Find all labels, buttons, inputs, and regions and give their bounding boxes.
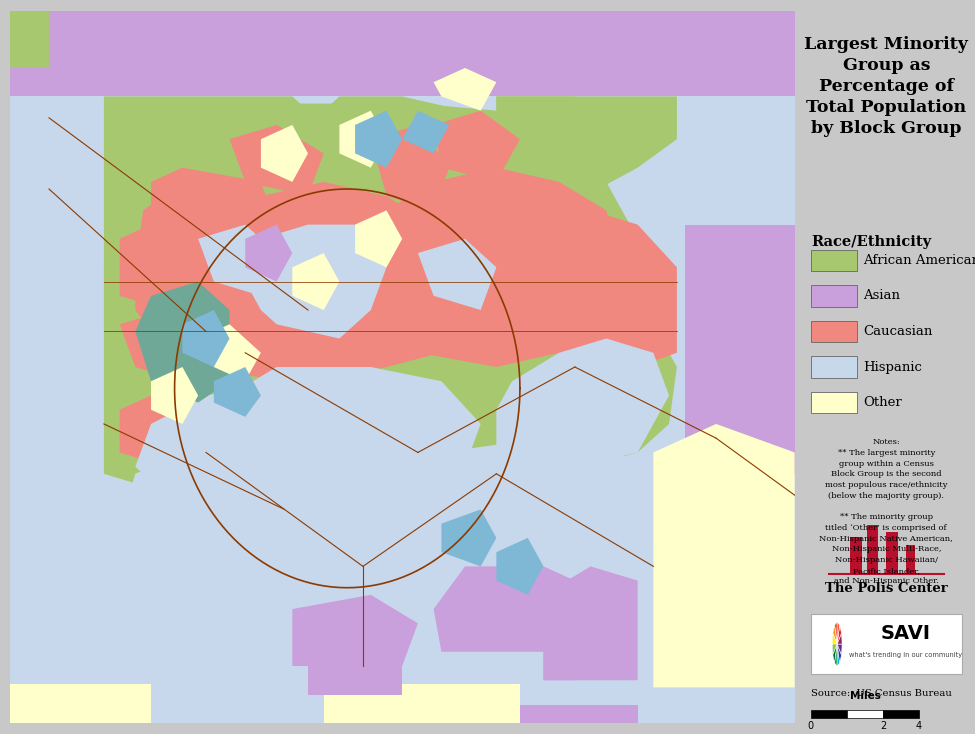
Bar (811, 357, 857, 378)
Bar (886, 532, 898, 573)
Polygon shape (10, 684, 151, 723)
Polygon shape (136, 282, 229, 402)
Polygon shape (449, 310, 677, 474)
Bar (847, 710, 883, 718)
Text: Other: Other (863, 396, 902, 410)
Polygon shape (543, 567, 638, 680)
Polygon shape (214, 367, 261, 417)
Wedge shape (838, 625, 841, 644)
Text: Notes:
** The largest minority
group within a Census
Block Group is the second
m: Notes: ** The largest minority group wit… (819, 438, 954, 586)
Wedge shape (838, 644, 839, 666)
Polygon shape (684, 225, 795, 474)
Polygon shape (277, 239, 355, 310)
Polygon shape (229, 125, 324, 196)
Polygon shape (496, 96, 599, 182)
Polygon shape (120, 396, 182, 467)
Wedge shape (835, 622, 838, 644)
Polygon shape (434, 111, 520, 182)
Polygon shape (434, 567, 575, 680)
Polygon shape (120, 225, 182, 310)
Text: African American: African American (863, 254, 975, 267)
Polygon shape (151, 167, 277, 253)
Polygon shape (442, 509, 496, 567)
Bar (811, 710, 847, 718)
Polygon shape (402, 111, 449, 153)
Text: Race/Ethnicity: Race/Ethnicity (811, 236, 931, 250)
Polygon shape (104, 96, 261, 488)
Polygon shape (496, 96, 677, 211)
Bar (811, 286, 857, 307)
Text: Largest Minority
Group as
Percentage of
Total Population
by Block Group: Largest Minority Group as Percentage of … (804, 36, 968, 137)
Polygon shape (136, 367, 481, 495)
Polygon shape (324, 684, 520, 723)
Polygon shape (434, 68, 496, 111)
Bar (906, 545, 915, 573)
Wedge shape (833, 644, 838, 655)
Bar (811, 250, 857, 271)
Polygon shape (308, 666, 402, 694)
Text: Source:  US Census Bureau: Source: US Census Bureau (811, 688, 952, 698)
Polygon shape (653, 424, 795, 687)
Polygon shape (10, 11, 795, 96)
Text: Asian: Asian (863, 289, 900, 302)
Polygon shape (246, 225, 370, 338)
Polygon shape (198, 225, 277, 296)
Bar (811, 321, 857, 342)
Polygon shape (543, 211, 677, 367)
Polygon shape (120, 296, 229, 474)
Polygon shape (120, 438, 653, 666)
Wedge shape (835, 644, 838, 666)
Polygon shape (370, 167, 622, 367)
Polygon shape (10, 11, 795, 723)
Wedge shape (838, 622, 839, 644)
Polygon shape (10, 11, 49, 68)
Polygon shape (246, 225, 292, 282)
Wedge shape (833, 633, 838, 644)
Polygon shape (182, 182, 465, 381)
Polygon shape (520, 705, 638, 723)
Bar (867, 525, 878, 573)
Wedge shape (833, 644, 838, 663)
Text: Hispanic: Hispanic (863, 360, 922, 374)
Polygon shape (339, 111, 386, 167)
Polygon shape (355, 111, 402, 167)
Polygon shape (182, 310, 229, 367)
Bar (811, 392, 857, 413)
Polygon shape (292, 595, 418, 666)
Wedge shape (838, 644, 842, 655)
Text: 2: 2 (879, 721, 886, 731)
Text: The Polis Center: The Polis Center (825, 582, 948, 595)
Polygon shape (120, 310, 198, 381)
Polygon shape (496, 338, 669, 467)
Polygon shape (104, 103, 512, 474)
Polygon shape (370, 125, 449, 211)
Bar (850, 537, 862, 573)
Polygon shape (355, 103, 638, 438)
Polygon shape (261, 125, 308, 182)
Text: SAVI: SAVI (881, 624, 931, 643)
Polygon shape (308, 225, 386, 310)
Text: Miles: Miles (849, 691, 880, 701)
Bar (883, 710, 919, 718)
Polygon shape (136, 182, 292, 353)
Text: 0: 0 (808, 721, 814, 731)
Polygon shape (496, 538, 543, 595)
Text: Caucasian: Caucasian (863, 325, 933, 338)
Polygon shape (151, 211, 370, 381)
Polygon shape (308, 96, 465, 182)
Polygon shape (355, 211, 402, 267)
Polygon shape (229, 367, 386, 438)
Polygon shape (120, 96, 324, 182)
Wedge shape (838, 633, 842, 644)
Polygon shape (418, 239, 496, 310)
Text: 4: 4 (916, 721, 922, 731)
Polygon shape (10, 96, 104, 684)
Polygon shape (198, 324, 261, 381)
Text: what's trending in our community: what's trending in our community (849, 652, 962, 658)
Bar (811, 614, 961, 675)
Polygon shape (151, 367, 198, 424)
Polygon shape (292, 253, 339, 310)
Wedge shape (838, 644, 841, 663)
Wedge shape (833, 625, 838, 644)
